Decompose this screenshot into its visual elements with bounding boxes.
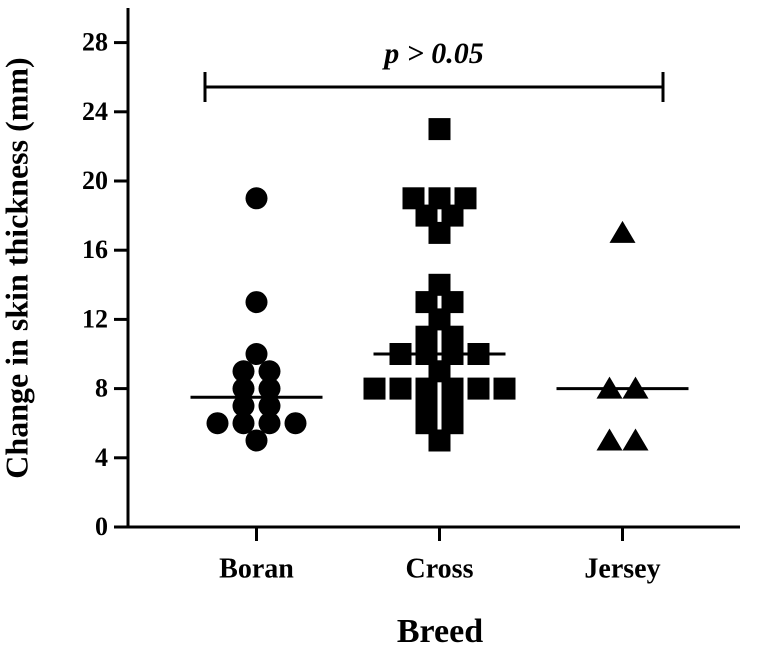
dot bbox=[428, 273, 451, 296]
dot bbox=[441, 325, 464, 348]
dot bbox=[258, 360, 281, 383]
y-tick-label: 24 bbox=[82, 97, 108, 126]
dot bbox=[415, 325, 438, 348]
dot bbox=[232, 377, 255, 400]
significance-label: p > 0.05 bbox=[381, 37, 484, 70]
dot bbox=[415, 394, 438, 417]
dot bbox=[454, 187, 477, 210]
x-tick-label: Boran bbox=[219, 553, 294, 584]
dot bbox=[245, 187, 268, 210]
dot bbox=[428, 187, 451, 210]
dot bbox=[245, 343, 268, 365]
dot bbox=[389, 377, 412, 400]
dot bbox=[441, 394, 464, 417]
dot bbox=[441, 377, 464, 400]
dot bbox=[428, 360, 451, 383]
dot bbox=[258, 377, 281, 400]
y-tick-label: 12 bbox=[82, 304, 108, 333]
dot bbox=[363, 377, 386, 400]
dot bbox=[428, 429, 451, 452]
y-tick-label: 0 bbox=[95, 512, 108, 541]
dot bbox=[232, 412, 255, 435]
y-tick-label: 20 bbox=[82, 166, 108, 195]
dot bbox=[402, 187, 425, 210]
y-tick-label: 4 bbox=[95, 443, 108, 472]
x-axis-label: Breed bbox=[397, 613, 483, 650]
dot bbox=[206, 412, 229, 435]
dot bbox=[415, 291, 438, 314]
dot bbox=[245, 291, 268, 314]
dot bbox=[622, 428, 649, 451]
y-tick-label: 8 bbox=[95, 374, 108, 403]
y-axis-label: Change in skin thickness (mm) bbox=[0, 57, 34, 478]
dot bbox=[258, 412, 281, 435]
dot bbox=[245, 429, 268, 452]
dot bbox=[232, 360, 255, 383]
dot bbox=[596, 428, 623, 451]
dot bbox=[284, 412, 307, 435]
dot bbox=[441, 204, 464, 227]
dot bbox=[428, 308, 451, 331]
x-tick-label: Jersey bbox=[584, 553, 660, 584]
dot bbox=[258, 394, 281, 417]
dot bbox=[415, 412, 438, 435]
dot bbox=[232, 394, 255, 417]
dot bbox=[493, 377, 516, 400]
dot bbox=[467, 377, 490, 400]
dot bbox=[428, 221, 451, 244]
x-tick-label: Cross bbox=[406, 553, 474, 584]
y-tick-label: 28 bbox=[82, 28, 108, 57]
dot bbox=[415, 377, 438, 400]
dot bbox=[441, 412, 464, 435]
dot bbox=[609, 220, 636, 243]
dot bbox=[428, 118, 451, 141]
dot bbox=[441, 291, 464, 314]
y-tick-label: 16 bbox=[82, 235, 108, 264]
dot bbox=[415, 204, 438, 227]
